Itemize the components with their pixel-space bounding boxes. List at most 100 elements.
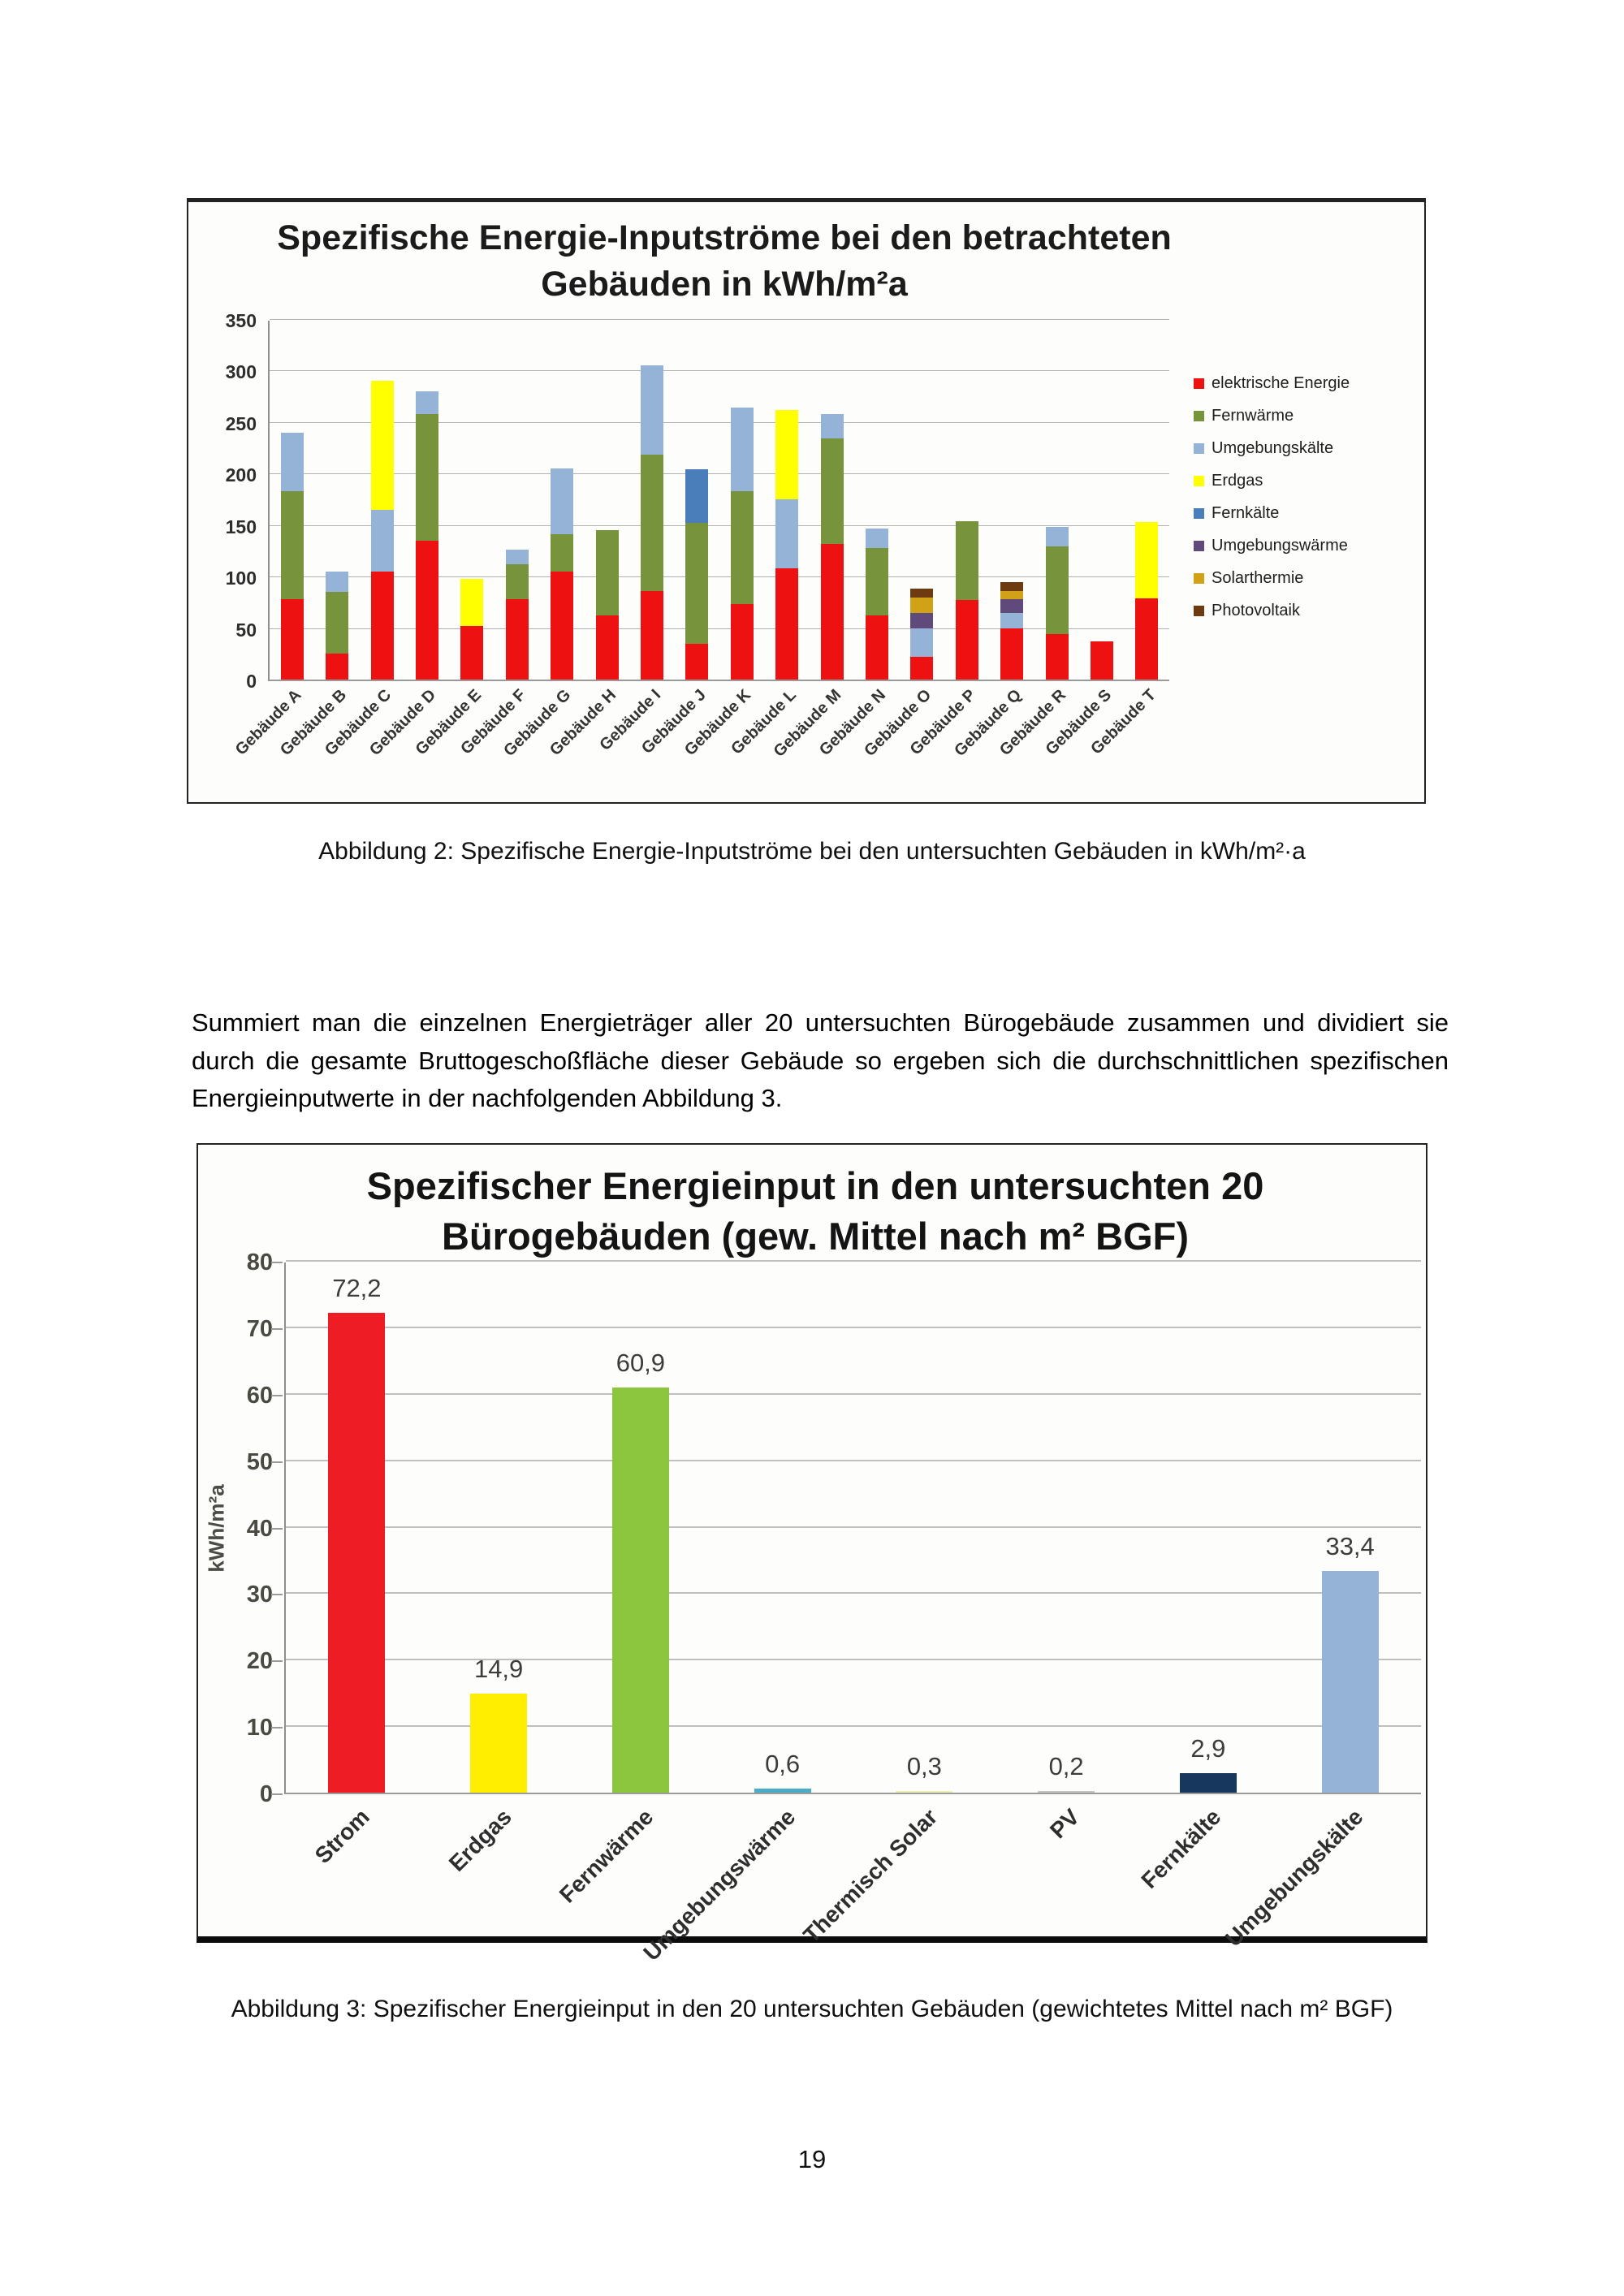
stacked-bar <box>685 469 709 680</box>
bar-segment-umgebungskälte <box>865 528 888 548</box>
y-tick-label: 50 <box>246 1448 273 1475</box>
figure2-caption: Abbildung 2: Spezifische Energie-Inputst… <box>318 838 1306 865</box>
bar-segment-umgebungskälte <box>910 628 934 658</box>
bar-segment-elektrische-energie <box>460 626 484 680</box>
x-category-label: Erdgas <box>443 1804 517 1877</box>
figure2-chart-title-line2: Gebäuden in kWh/m²a <box>541 265 908 304</box>
stacked-bar <box>910 589 934 680</box>
page-number: 19 <box>797 2145 827 2173</box>
x-category-label: Umgebungskälte <box>1220 1804 1368 1952</box>
legend-swatch <box>1194 541 1204 551</box>
y-tick-mark <box>271 1262 283 1263</box>
bar-column: 14,9 Erdgas <box>428 1262 570 1876</box>
figure2-bars: Gebäude A Gebäude B Gebäude C Gebäude D Gebä… <box>232 321 1169 761</box>
bar-column: Gebäude D <box>366 321 449 759</box>
bar-segment-umgebungskälte <box>1000 612 1024 628</box>
bar-column: Gebäude I <box>597 321 674 754</box>
bar-segment-fernwärme <box>730 490 754 605</box>
y-tick-mark <box>271 1461 283 1463</box>
bar-segment-umgebungskälte <box>505 550 529 564</box>
bar-column: Gebäude L <box>728 321 809 758</box>
stacked-bar <box>280 432 304 680</box>
y-tick-label: 100 <box>225 568 257 589</box>
legend-label: Photovoltaik <box>1212 602 1300 619</box>
bar-column: 0,2 PV <box>996 1262 1138 1843</box>
legend-item: Umgebungswärme <box>1194 537 1350 555</box>
bar-segment-elektrische-energie <box>505 599 529 680</box>
stacked-bar <box>460 578 484 680</box>
y-tick-mark <box>271 1793 283 1795</box>
bar-segment-fernwärme <box>865 547 888 616</box>
stacked-bar <box>775 409 799 680</box>
bar-value-label: 14,9 <box>473 1655 524 1684</box>
legend-item: Erdgas <box>1194 472 1350 490</box>
y-tick-mark <box>271 1660 283 1663</box>
gridline-30 <box>286 1592 1421 1595</box>
stacked-bar <box>595 530 619 680</box>
legend-label: Umgebungswärme <box>1212 537 1348 555</box>
bar-segment-fernwärme <box>505 563 529 600</box>
bar-segment-umgebungskälte <box>551 468 574 535</box>
gridline-100 <box>270 576 1169 578</box>
y-tick-label: 350 <box>225 310 257 331</box>
bar-segment-photovoltaik <box>1000 581 1024 591</box>
figure3-plot: 72,2 Strom 14,9 Erdgas 60,9 Fernwärme 0,6 Umgeb… <box>284 1260 1421 1966</box>
gridline-150 <box>270 524 1169 526</box>
bar-value-label: 33,4 <box>1325 1531 1375 1560</box>
gridline-350 <box>270 319 1169 320</box>
y-tick-label: 300 <box>225 361 257 383</box>
bar-segment-elektrische-energie <box>775 568 799 680</box>
bar-segment-elektrische-energie <box>865 615 888 680</box>
gridline-70 <box>286 1326 1421 1328</box>
figure2-plot: Gebäude A Gebäude B Gebäude C Gebäude D Gebä… <box>232 319 1169 761</box>
gridline-60 <box>286 1392 1421 1395</box>
x-category-label: Fernwärme <box>555 1804 659 1908</box>
y-tick-label: 250 <box>225 412 257 434</box>
stacked-bar <box>1000 581 1024 680</box>
stacked-bar <box>640 365 663 680</box>
figure2-chart-title: Spezifische Energie-Inputströme bei den … <box>261 215 1187 308</box>
bar-segment-fernwärme <box>640 455 663 591</box>
legend-swatch <box>1194 508 1204 519</box>
bar-segment-umgebungskälte <box>640 365 663 455</box>
x-category-label: Umgebungswärme <box>638 1804 801 1966</box>
gridline-300 <box>270 370 1169 372</box>
bar-segment-erdgas <box>460 578 484 627</box>
stacked-bar <box>1045 527 1069 680</box>
bar-column: Gebäude C <box>322 321 404 759</box>
bar-segment-fernwärme <box>551 534 574 572</box>
gridline-40 <box>286 1526 1421 1528</box>
stacked-bar <box>1091 641 1114 680</box>
y-tick-mark <box>271 1394 283 1396</box>
bar-segment-elektrische-energie <box>1045 634 1069 680</box>
bar-column: Gebäude M <box>770 321 854 761</box>
bar-segment-fernwärme <box>415 413 438 541</box>
y-tick-label: 10 <box>246 1715 273 1741</box>
bar-column: Gebäude K <box>681 321 764 759</box>
y-tick-label: 0 <box>246 671 257 692</box>
bar-segment-umgebungskälte <box>775 499 799 568</box>
bar-column: Gebäude Q <box>951 321 1034 760</box>
bar-segment-fernwärme <box>326 592 349 654</box>
x-category-label: Strom <box>310 1804 375 1869</box>
bar-segment-fernkälte <box>685 469 709 524</box>
stacked-bar <box>1135 521 1159 680</box>
bar-column: 60,9 Fernwärme <box>555 1262 712 1908</box>
bar-value-label: 60,9 <box>615 1349 666 1378</box>
bar-column: Gebäude H <box>546 321 629 759</box>
bar-column: Gebäude B <box>276 321 359 759</box>
y-tick-mark <box>271 1527 283 1530</box>
bar-column: 0,6 Umgebungswärme <box>638 1262 853 1966</box>
gridline-80 <box>286 1260 1421 1262</box>
legend-label: Fernwärme <box>1212 407 1294 425</box>
legend-swatch <box>1194 443 1204 454</box>
legend-label: Erdgas <box>1212 472 1263 490</box>
value-bar <box>470 1694 528 1793</box>
legend-item: Umgebungskälte <box>1194 439 1350 458</box>
gridline-20 <box>286 1659 1421 1661</box>
bar-segment-elektrische-energie <box>730 604 754 680</box>
legend-label: elektrische Energie <box>1212 374 1350 392</box>
y-tick-mark <box>271 1594 283 1596</box>
bar-column: Gebäude E <box>412 321 495 758</box>
bar-segment-umgebungskälte <box>820 413 844 439</box>
